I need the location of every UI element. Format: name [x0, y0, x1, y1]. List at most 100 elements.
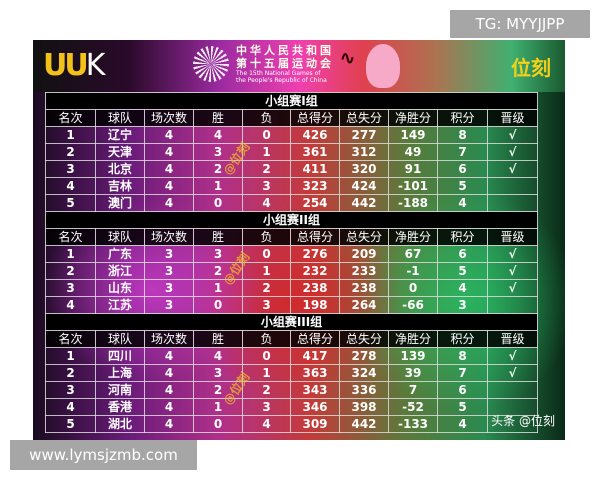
group-title-row: 小组赛II组 — [44, 211, 539, 229]
table-cell: 324 — [339, 364, 389, 382]
credit-watermark: 头条 @位刻 — [491, 414, 555, 428]
uk-logo: UUK — [43, 48, 105, 83]
table-cell: 4 — [242, 415, 291, 433]
column-header: 净胜分 — [388, 330, 438, 348]
table-cell: 4 — [144, 347, 194, 365]
table-cell: √ — [486, 262, 539, 280]
column-header: 总失分 — [339, 330, 389, 348]
column-header-row: 名次 球队 场次数胜负总得分 总失分 净胜分 积分 晋级 — [45, 228, 539, 246]
table-cell: 276 — [290, 245, 340, 263]
table-cell: √ — [486, 279, 539, 297]
table-cell: √ — [486, 347, 539, 365]
games-title-en-2: the People's Republic of China — [236, 77, 327, 84]
table-cell: 澳门 — [95, 194, 145, 212]
column-header: 负 — [242, 228, 291, 246]
table-cell: 320 — [339, 160, 389, 178]
table-cell: 3 — [144, 296, 194, 314]
table-cell: 8 — [437, 347, 488, 365]
table-cell: -66 — [388, 296, 438, 314]
table-cell: 238 — [290, 279, 340, 297]
table-cell: 323 — [290, 177, 340, 195]
table-cell: 3 — [144, 279, 194, 297]
table-cell: 5 — [45, 194, 96, 212]
table-cell: 4 — [193, 126, 243, 144]
table-cell: 1 — [193, 177, 243, 195]
table-cell — [486, 177, 539, 195]
column-header: 球队 — [95, 330, 145, 348]
table-cell: √ — [486, 160, 539, 178]
table-cell: 广东 — [95, 245, 145, 263]
column-header-row: 名次 球队 场次数胜负总得分 总失分 净胜分 积分 晋级 — [45, 109, 539, 127]
table-cell: 2 — [242, 160, 291, 178]
table-cell: 309 — [290, 415, 340, 433]
table-cell: 4 — [144, 194, 194, 212]
national-games-emblem-icon — [193, 46, 229, 82]
column-header: 名次 — [45, 109, 96, 127]
table-row: 4 香港 4 1 3 346 398 -52 5 — [45, 398, 539, 416]
table-row: 2 浙江 3 2 1 232 233 -1 5 √ — [45, 262, 539, 280]
table-cell: 0 — [193, 415, 243, 433]
column-header: 总失分 — [339, 228, 389, 246]
table-cell: 4 — [45, 177, 96, 195]
column-header: 场次数 — [144, 330, 194, 348]
table-cell: 6 — [437, 160, 488, 178]
table-row: 2 上海 4 3 1 363 324 39 7 √ — [45, 364, 539, 382]
column-header: 胜 — [193, 228, 243, 246]
table-row: 3 北京 4 2 2 411 320 91 6 √ — [45, 160, 539, 178]
table-cell: 2 — [242, 279, 291, 297]
site-watermark: www.lymsjzmb.com — [10, 440, 197, 470]
games-title-en-1: The 15th National Games of — [236, 70, 321, 77]
table-cell: 天津 — [95, 143, 145, 161]
table-cell: -101 — [388, 177, 438, 195]
table-row: 2 天津 4 3 1 361 312 49 7 √ — [45, 143, 539, 161]
table-cell: 浙江 — [95, 262, 145, 280]
table-cell: 442 — [339, 415, 389, 433]
standings-table: 小组赛I组 名次 球队 场次数胜负总得分 总失分 净胜分 积分 晋级 1 辽宁 4 4 0 426 277 1… — [44, 92, 539, 433]
table-cell: 363 — [290, 364, 340, 382]
table-row: 3 山东 3 1 2 238 238 0 4 √ — [45, 279, 539, 297]
table-cell: 上海 — [95, 364, 145, 382]
table-cell: 232 — [290, 262, 340, 280]
table-cell: 4 — [144, 126, 194, 144]
table-cell: 277 — [339, 126, 389, 144]
column-header: 名次 — [45, 330, 96, 348]
table-cell: 0 — [388, 279, 438, 297]
column-header: 总得分 — [290, 228, 340, 246]
table-cell: 4 — [437, 194, 488, 212]
table-cell: 0 — [193, 296, 243, 314]
tg-watermark: TG: MYYJJPP — [450, 10, 590, 38]
games-title-cn-1: 中华人民共和国 — [236, 44, 334, 57]
table-cell: 4 — [437, 415, 488, 433]
table-cell: 0 — [242, 347, 291, 365]
table-cell: 3 — [242, 177, 291, 195]
table-cell: 0 — [242, 126, 291, 144]
table-row: 5 澳门 4 0 4 254 442 -188 4 — [45, 194, 539, 212]
table-cell: 4 — [144, 381, 194, 399]
table-cell: 吉林 — [95, 177, 145, 195]
table-cell: 417 — [290, 347, 340, 365]
table-cell: 四川 — [95, 347, 145, 365]
table-cell: 442 — [339, 194, 389, 212]
table-cell: 4 — [193, 347, 243, 365]
table-cell: 5 — [437, 262, 488, 280]
table-cell: 山东 — [95, 279, 145, 297]
table-cell: √ — [486, 364, 539, 382]
table-cell: 346 — [290, 398, 340, 416]
table-cell: 1 — [45, 126, 96, 144]
table-cell: 278 — [339, 347, 389, 365]
table-cell: 4 — [144, 364, 194, 382]
table-cell: -52 — [388, 398, 438, 416]
group-title: 小组赛I组 — [44, 92, 539, 110]
table-cell: 7 — [388, 381, 438, 399]
table-cell: -133 — [388, 415, 438, 433]
column-header: 净胜分 — [388, 109, 438, 127]
column-header: 积分 — [437, 109, 488, 127]
brand-logo: 位刻 — [511, 56, 551, 80]
table-cell: 3 — [45, 279, 96, 297]
table-cell: 3 — [45, 381, 96, 399]
table-cell: 4 — [144, 415, 194, 433]
column-header: 球队 — [95, 228, 145, 246]
table-cell: √ — [486, 143, 539, 161]
column-header-row: 名次 球队 场次数胜负总得分 总失分 净胜分 积分 晋级 — [45, 330, 539, 348]
column-header: 积分 — [437, 330, 488, 348]
